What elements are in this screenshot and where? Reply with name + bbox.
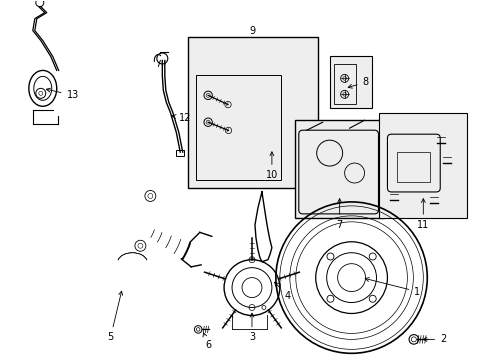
Text: 12: 12: [172, 113, 191, 123]
Text: 5: 5: [107, 291, 122, 342]
Bar: [188, 37, 317, 188]
Text: 4: 4: [274, 282, 290, 301]
Bar: [196, 75, 280, 180]
Text: 2: 2: [422, 334, 446, 345]
Bar: [176, 150, 184, 156]
Text: 8: 8: [347, 77, 368, 88]
Bar: [397, 152, 429, 182]
Text: 10: 10: [265, 152, 278, 180]
Text: 6: 6: [203, 333, 211, 350]
Text: 3: 3: [248, 313, 255, 342]
Bar: [294, 120, 384, 218]
Bar: [329, 57, 371, 108]
Text: 1: 1: [365, 278, 420, 297]
Text: 7: 7: [336, 199, 342, 230]
Text: 13: 13: [46, 88, 79, 100]
Text: 11: 11: [416, 199, 428, 230]
Text: 9: 9: [248, 26, 255, 36]
Bar: [379, 113, 466, 218]
Bar: [333, 64, 355, 104]
